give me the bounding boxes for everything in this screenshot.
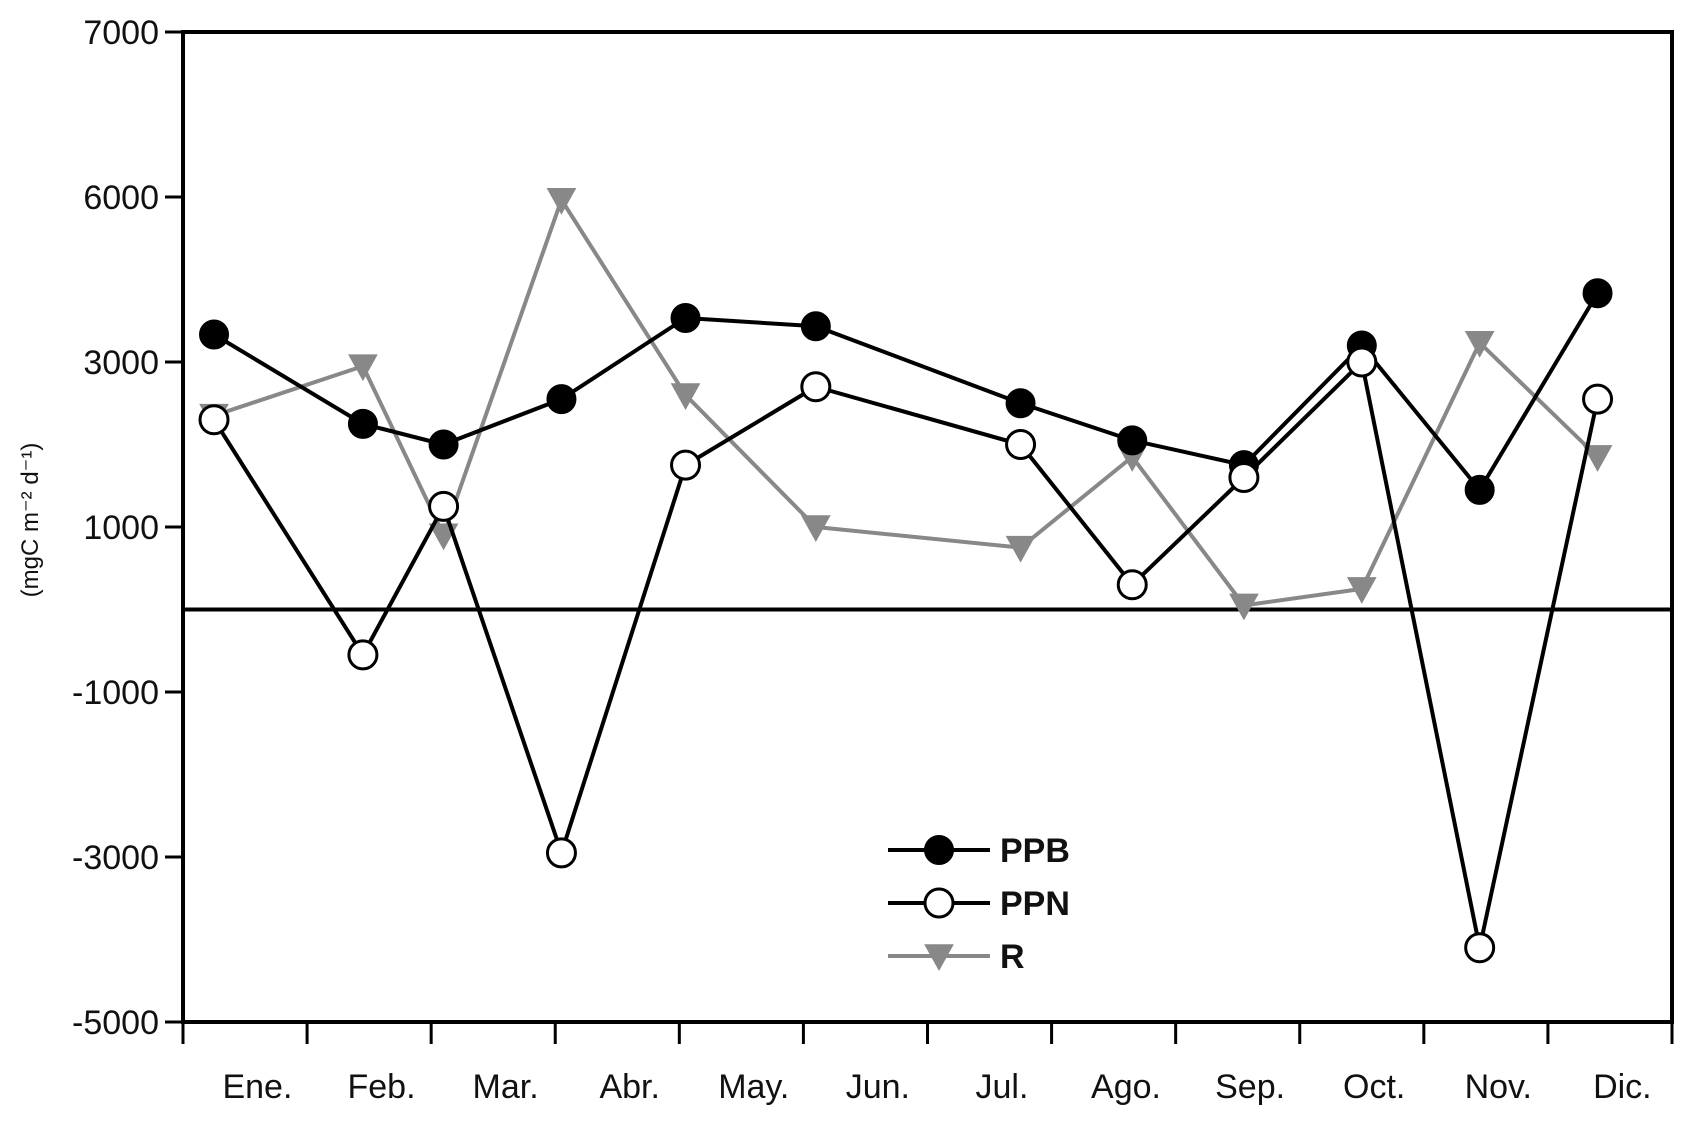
point-r (1346, 577, 1377, 604)
legend-label: R (1000, 938, 1025, 976)
series-line-ppn (212, 360, 1600, 950)
point-ppn (1228, 462, 1260, 493)
legend-marker-r (924, 944, 954, 972)
y-tick-label: 6000 (83, 179, 159, 217)
point-ppn (1346, 346, 1378, 378)
legend: PPB PPN R (888, 832, 1070, 976)
point-r (670, 383, 701, 411)
y-tick-label: -3000 (72, 839, 159, 877)
point-ppb (1464, 474, 1495, 505)
legend-item-ppb: PPB (888, 832, 1070, 870)
point-r (1229, 593, 1259, 621)
x-tick-label: May. (718, 1068, 789, 1106)
point-ppb (347, 408, 378, 439)
series-line-ppb (212, 292, 1600, 492)
point-ppb (1582, 278, 1613, 309)
point-ppn (198, 404, 230, 436)
point-r (1005, 535, 1036, 563)
legend-marker-ppb (924, 835, 954, 865)
legend-marker-ppn (923, 887, 955, 919)
x-tick-label: Ene. (222, 1068, 292, 1106)
point-ppb (1117, 425, 1148, 456)
x-tick-label: Mar. (473, 1068, 539, 1106)
point-ppb (428, 429, 459, 460)
point-ppn (1464, 932, 1496, 964)
point-r (348, 354, 378, 382)
point-ppn (347, 639, 379, 671)
point-ppn (1116, 569, 1148, 601)
x-tick-label: Oct. (1343, 1068, 1405, 1106)
legend-label: PPN (1000, 885, 1070, 923)
point-ppn (1005, 429, 1037, 460)
point-r (546, 188, 577, 215)
y-tick-label: -1000 (72, 674, 159, 712)
x-tick-label: Abr. (599, 1068, 659, 1106)
y-axis-title: (mgC m⁻² d⁻¹) (17, 443, 44, 598)
point-ppn (800, 371, 832, 403)
point-r (1582, 445, 1613, 472)
point-ppn (428, 490, 460, 522)
legend-item-r: R (888, 938, 1025, 976)
point-ppn (1582, 383, 1614, 415)
x-tick-label: Jul. (975, 1068, 1028, 1106)
y-tick-label: 3000 (83, 344, 159, 382)
legend-label: PPB (1000, 832, 1070, 870)
point-ppn (545, 837, 577, 869)
point-ppb (199, 319, 230, 350)
y-tick-label: -5000 (72, 1004, 159, 1042)
point-r (800, 515, 831, 543)
legend-item-ppn: PPN (888, 885, 1070, 923)
point-ppb (670, 303, 701, 333)
series-ppn (198, 346, 1614, 964)
point-ppb (1005, 388, 1036, 419)
y-tick-label: 7000 (83, 14, 159, 52)
point-r (1464, 331, 1495, 358)
x-tick-label: Dic. (1593, 1068, 1652, 1106)
x-tick-label: Jun. (846, 1068, 910, 1106)
plot-area (181, 30, 1674, 1024)
point-ppb (546, 384, 577, 415)
x-tick-label: Nov. (1465, 1068, 1532, 1106)
point-ppb (800, 311, 831, 342)
point-ppn (670, 449, 702, 481)
x-tick-label: Ago. (1091, 1068, 1161, 1106)
y-tick-label: 1000 (83, 509, 159, 547)
x-tick-label: Sep. (1215, 1068, 1285, 1106)
x-tick-label: Feb. (348, 1068, 416, 1106)
